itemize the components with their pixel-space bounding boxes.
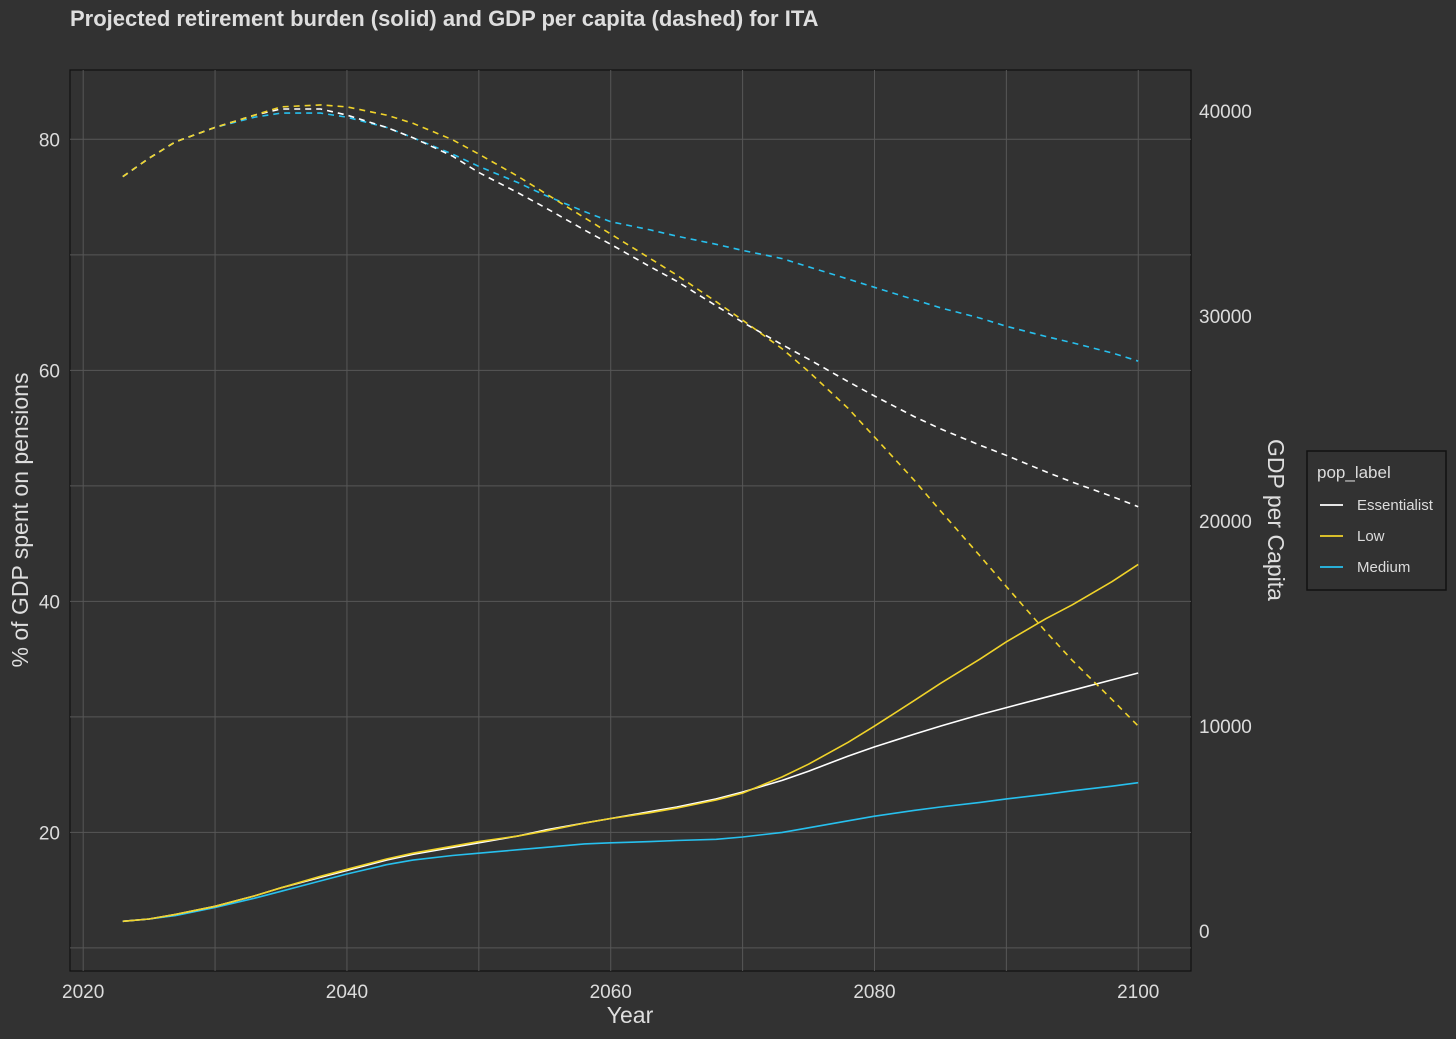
- y2-tick-label: 30000: [1199, 307, 1252, 328]
- y-tick-label: 40: [39, 592, 60, 613]
- gdp-line-low: [122, 104, 1139, 727]
- y2-tick-label: 40000: [1199, 102, 1252, 123]
- y-tick-label: 20: [39, 823, 60, 844]
- y2-tick-label: 20000: [1199, 512, 1252, 533]
- legend-label-medium: Medium: [1357, 559, 1410, 576]
- legend: pop_label Essentialist Low Medium: [1306, 450, 1447, 591]
- y-tick-label: 60: [39, 361, 60, 382]
- legend-title: pop_label: [1317, 463, 1391, 482]
- legend-label-low: Low: [1357, 528, 1385, 545]
- x-tick-label: 2060: [590, 982, 632, 1003]
- x-axis-title: Year: [607, 1002, 654, 1028]
- x-tick-labels: 2020 2040 2060 2080 2100: [62, 982, 1159, 1003]
- x-tick-label: 2080: [853, 982, 895, 1003]
- x-tick-label: 2100: [1117, 982, 1159, 1003]
- y-tick-labels: 20 40 60 80: [39, 130, 60, 844]
- x-tick-label: 2040: [326, 982, 368, 1003]
- chart-title: Projected retirement burden (solid) and …: [70, 6, 819, 31]
- y2-tick-labels: 0 10000 20000 30000 40000: [1199, 102, 1252, 943]
- gdp-line-medium: [122, 112, 1139, 362]
- series-lines: [122, 104, 1139, 923]
- y2-tick-label: 0: [1199, 922, 1210, 943]
- grid-lines: [70, 70, 1191, 971]
- plot-panel: [69, 69, 1192, 972]
- y-axis-title: % of GDP spent on pensions: [7, 373, 33, 668]
- pension-line-medium: [122, 781, 1139, 923]
- x-tick-label: 2020: [62, 982, 104, 1003]
- pension-line-low: [122, 563, 1139, 923]
- y2-axis-title: GDP per Capita: [1263, 439, 1289, 601]
- y2-tick-label: 10000: [1199, 717, 1252, 738]
- gdp-line-essentialist: [122, 108, 1139, 508]
- legend-label-essentialist: Essentialist: [1357, 497, 1434, 514]
- legend-items: Essentialist Low Medium: [1320, 497, 1434, 576]
- y-tick-label: 80: [39, 130, 60, 151]
